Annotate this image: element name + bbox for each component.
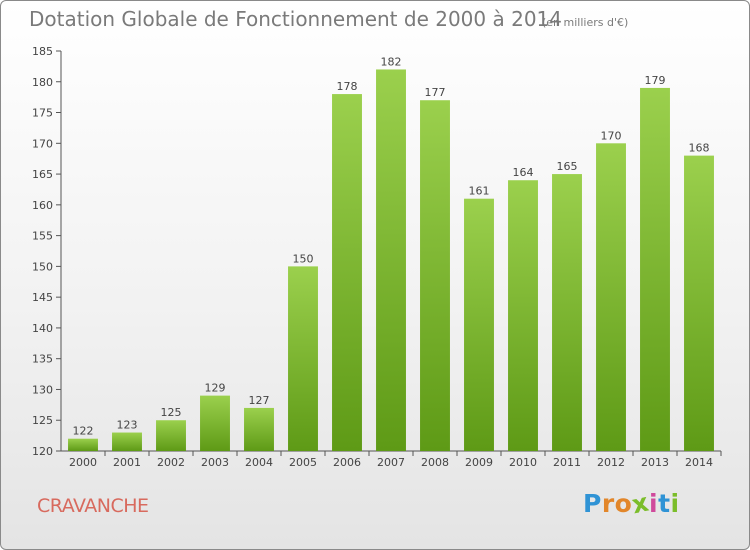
bar: [244, 407, 274, 451]
logo-letter: i: [649, 489, 659, 518]
bar: [156, 420, 186, 451]
data-label: 164: [513, 166, 534, 179]
logo-letter: i: [670, 489, 680, 518]
x-tick-label: 2012: [597, 456, 625, 469]
y-tick-label: 165: [32, 168, 53, 181]
y-tick-label: 135: [32, 353, 53, 366]
data-label: 182: [381, 55, 402, 68]
data-label: 150: [293, 252, 314, 265]
y-tick-label: 130: [32, 383, 53, 396]
data-label: 170: [601, 129, 622, 142]
x-tick-label: 2011: [553, 456, 581, 469]
x-tick-label: 2001: [113, 456, 141, 469]
y-tick-label: 170: [32, 137, 53, 150]
y-tick-label: 175: [32, 107, 53, 120]
bar: [552, 174, 582, 452]
chart-unit: (en milliers d'€): [542, 16, 629, 29]
bar: [200, 395, 230, 451]
chart-bars: [68, 69, 714, 452]
data-label: 127: [249, 394, 270, 407]
chart-labels: 122 123 125 129 127 150 178 182 177 161 164 165 170 1…: [73, 55, 710, 437]
logo-letter: r: [601, 489, 615, 518]
logo-letter: t: [658, 489, 671, 518]
data-label: 177: [425, 86, 446, 99]
x-tick-label: 2000: [69, 456, 97, 469]
y-tick-label: 140: [32, 322, 53, 335]
data-label: 179: [645, 74, 666, 87]
bar: [596, 143, 626, 452]
bar: [684, 155, 714, 451]
bar: [68, 438, 98, 451]
bar: [288, 266, 318, 451]
bar: [332, 94, 362, 452]
data-label: 178: [337, 80, 358, 93]
logo-letter: o: [614, 489, 633, 518]
data-label: 165: [557, 160, 578, 173]
x-tick-label: 2013: [641, 456, 669, 469]
x-tick-label: 2010: [509, 456, 537, 469]
bar: [640, 87, 670, 451]
bar: [420, 100, 450, 451]
y-tick-label: 145: [32, 291, 53, 304]
data-label: 161: [469, 185, 490, 198]
x-tick-label: 2004: [245, 456, 273, 469]
proxiti-logo: Proxiti: [583, 488, 680, 520]
y-tick-label: 180: [32, 76, 53, 89]
chart-axes: 120 125 130 135 140 145 150 155 160 165 170 175 180 1…: [32, 45, 722, 469]
data-label: 122: [73, 425, 94, 438]
data-label: 123: [117, 419, 138, 432]
y-tick-label: 150: [32, 260, 53, 273]
x-tick-label: 2014: [685, 456, 713, 469]
data-label: 125: [161, 406, 182, 419]
x-tick-label: 2005: [289, 456, 317, 469]
x-tick-label: 2009: [465, 456, 493, 469]
y-tick-label: 185: [32, 45, 53, 58]
x-tick-label: 2007: [377, 456, 405, 469]
y-tick-label: 125: [32, 414, 53, 427]
data-label: 129: [205, 382, 226, 395]
bar: [508, 180, 538, 451]
data-label: 168: [689, 142, 710, 155]
x-tick-label: 2003: [201, 456, 229, 469]
y-tick-label: 155: [32, 230, 53, 243]
bar: [112, 432, 142, 451]
x-tick-label: 2008: [421, 456, 449, 469]
y-tick-label: 120: [32, 445, 53, 458]
commune-name: CRAVANCHE: [37, 495, 149, 517]
bar: [464, 198, 494, 451]
y-tick-label: 160: [32, 199, 53, 212]
bar: [376, 69, 406, 451]
x-tick-label: 2002: [157, 456, 185, 469]
logo-letter: P: [583, 489, 602, 518]
x-tick-label: 2006: [333, 456, 361, 469]
chart-title: Dotation Globale de Fonctionnement de 20…: [29, 7, 562, 31]
